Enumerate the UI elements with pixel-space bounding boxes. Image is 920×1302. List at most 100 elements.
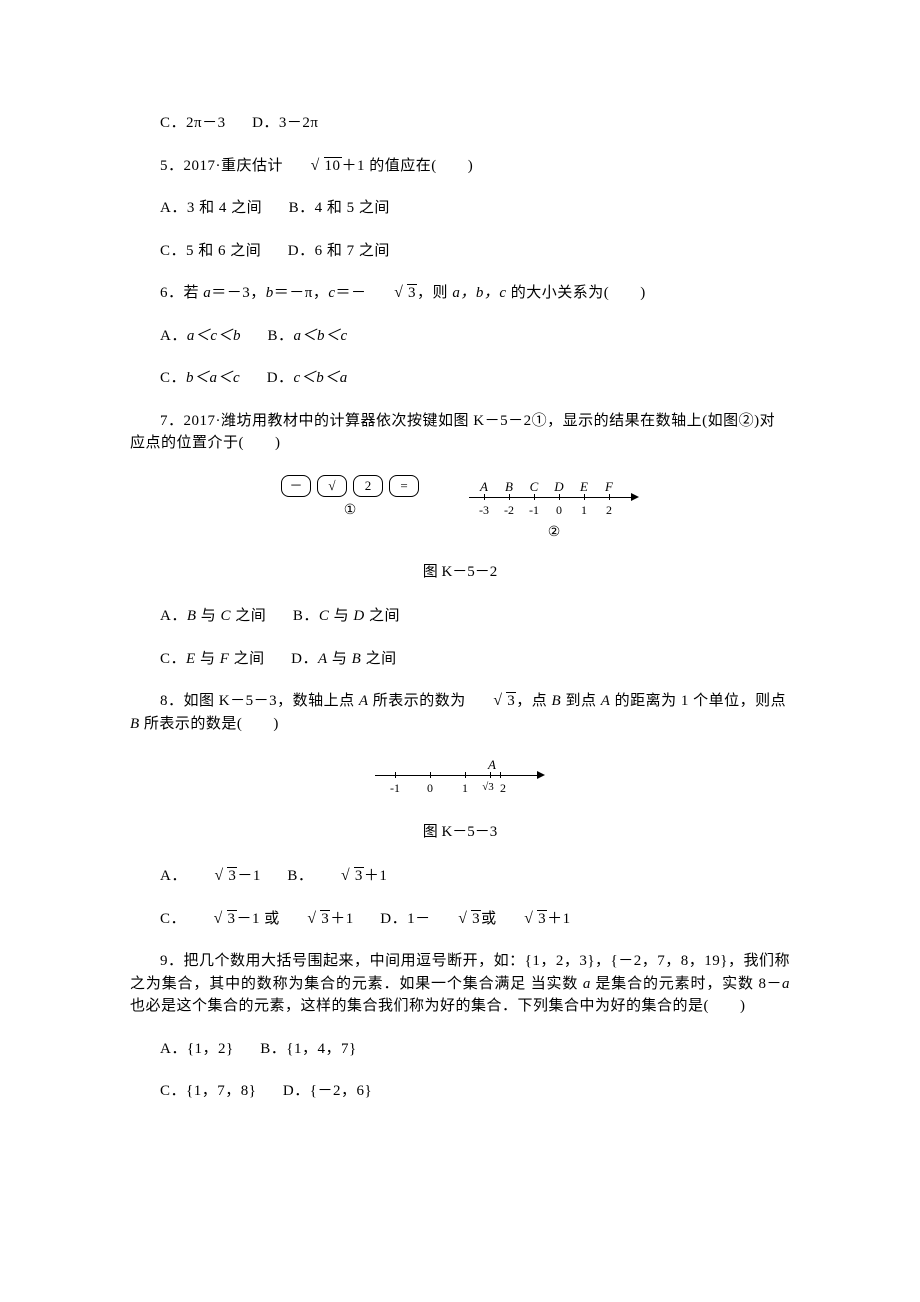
q8odr1: 3 [471,910,481,927]
key-sqrt-icon: √ [317,475,347,497]
q4-optd: D．3－2π [252,115,318,131]
q5-optb: B．4 和 5 之间 [289,200,390,216]
q8A2: A [601,693,611,709]
sqrt-10-icon: 10 [283,155,342,178]
q6-opts-cd: C．b＜a＜c D．c＜b＜a [130,367,790,390]
nl2-t3: √3 [482,779,494,796]
q9ob: B．{1，4，7} [260,1041,356,1057]
nl1-t2: -1 [529,501,539,519]
q7-circ1: ① [344,500,357,521]
q5-stem-b: ＋1 的值应在( ) [342,158,474,174]
q6-od2: c＜b＜a [294,370,348,386]
q6-s3: 的大小关系为( ) [506,285,645,301]
q8ob2: ＋1 [364,868,388,884]
sqrt-icon: 3 [497,908,548,931]
nl2-A: A [488,755,496,775]
q6-e2: ＝－π， [274,285,329,301]
q9-stem: 9．把几个数用大括号围起来，中间用逗号断开，如：{1，2，3}，{－2，7，8，… [130,950,790,1018]
nl2-t1: 0 [427,779,433,797]
sqrt-icon: 3 [187,865,238,888]
q8ob1: B． [287,868,313,884]
q8ocr1: 3 [227,910,237,927]
q6-e3: ＝－ [336,285,367,301]
sqrt-icon: 3 [280,908,331,931]
q6-ob1: B． [268,328,294,344]
q8-numberline: A -1 0 1 √3 2 [375,755,545,795]
key-eq-icon: = [389,475,419,497]
nl1-t5: 2 [606,501,612,519]
q8ocr2: 3 [320,910,330,927]
nl2-t0: -1 [390,779,400,797]
sqrt-3-icon: 3 [367,282,418,305]
nl1-t3: 0 [556,501,562,519]
q8s2: 所表示的数为 [369,693,466,709]
q6-b: b [266,285,274,301]
q6-oa1: A． [160,328,187,344]
q5-optd: D．6 和 7 之间 [288,243,390,259]
q7-figure: － √ 2 = ① A B C D E F -3 [130,475,790,543]
q8oc2: ＋1 [330,911,354,927]
q6-stem: 6．若 a＝－3，b＝－π，c＝－3，则 a，b，c 的大小关系为( ) [130,282,790,305]
q8-stem: 8．如图 K－5－3，数轴上点 A 所表示的数为3，点 B 到点 A 的距离为 … [130,690,790,735]
q8od1: D．1－ [380,911,430,927]
q6-oc1: C． [160,370,186,386]
q7-circ2: ② [548,522,561,543]
q7a1: B [187,608,197,624]
q8odr2: 3 [537,910,547,927]
q7-opts-ab: A．B 与 C 之间 B．C 与 D 之间 [130,605,790,628]
q8ocm: －1 或 [237,911,280,927]
q7-keyrow: － √ 2 = [281,475,419,497]
q8r1: 3 [506,692,516,709]
page: C．2π－3 D．3－2π 5．2017·重庆估计10＋1 的值应在( ) A．… [0,0,920,1302]
q7-nl-col: A B C D E F -3 -2 -1 0 1 2 ② [469,475,639,543]
q9oc: C．{1，7，8} [160,1083,256,1099]
q6-oa2: a＜c＜b [187,328,241,344]
q7-figlabel: 图 K－5－2 [130,561,790,584]
q7d2: B [352,651,362,667]
sqrt-icon: 3 [431,908,482,931]
q9-opts-ab: A．{1，2} B．{1，4，7} [130,1038,790,1061]
q4-opts-cd: C．2π－3 D．3－2π [130,112,790,135]
q8obr: 3 [354,867,364,884]
q9a1: a [583,976,591,992]
q8B2: B [130,716,140,732]
q7-opts-cd: C．E 与 F 之间 D．A 与 B 之间 [130,648,790,671]
nl2-t2: 1 [462,779,468,797]
q7-stem-text: 7．2017·潍坊用教材中的计算器依次按键如图 K－5－2①，显示的结果在数轴上… [130,413,775,452]
q8oc1: C． [160,911,186,927]
q6-c: c [328,285,335,301]
q5-opts-ab: A．3 和 4 之间 B．4 和 5 之间 [130,197,790,220]
q7d1: A [318,651,328,667]
q5-stem: 5．2017·重庆估计10＋1 的值应在( ) [130,155,790,178]
sqrt-3b-icon: 3 [466,690,517,713]
q6-rad: 3 [407,284,417,301]
q7b2: D [353,608,364,624]
q5-optc: C．5 和 6 之间 [160,243,261,259]
q6-s2: ，则 [417,285,452,301]
q6-opts-ab: A．a＜c＜b B．a＜b＜c [130,325,790,348]
q6-od1: D． [267,370,294,386]
q4-optc: C．2π－3 [160,115,226,131]
q6-abc: a，b，c [452,285,506,301]
q8-figure: A -1 0 1 √3 2 [130,755,790,803]
q8B1: B [552,693,562,709]
q7-stem: 7．2017·潍坊用教材中的计算器依次按键如图 K－5－2①，显示的结果在数轴上… [130,410,790,455]
nl1-t0: -3 [479,501,489,519]
q5-opts-cd: C．5 和 6 之间 D．6 和 7 之间 [130,240,790,263]
nl2-t4: 2 [500,779,506,797]
q5-rad: 10 [324,157,342,174]
q8od2: ＋1 [547,911,571,927]
q8oar: 3 [227,867,237,884]
q7c1: E [186,651,196,667]
q8-figlabel: 图 K－5－3 [130,821,790,844]
q7-numberline: A B C D E F -3 -2 -1 0 1 2 [469,475,639,519]
q9od: D．{－2，6} [283,1083,372,1099]
q8s1: 8．如图 K－5－3，数轴上点 [160,693,359,709]
q9expr: 8－a [758,976,790,992]
q6-ob2: a＜b＜c [294,328,348,344]
q8s3: ，点 [516,693,551,709]
q5-opta: A．3 和 4 之间 [160,200,262,216]
q6-oc2: b＜a＜c [186,370,240,386]
q8A1: A [359,693,369,709]
q7c2: F [220,651,230,667]
